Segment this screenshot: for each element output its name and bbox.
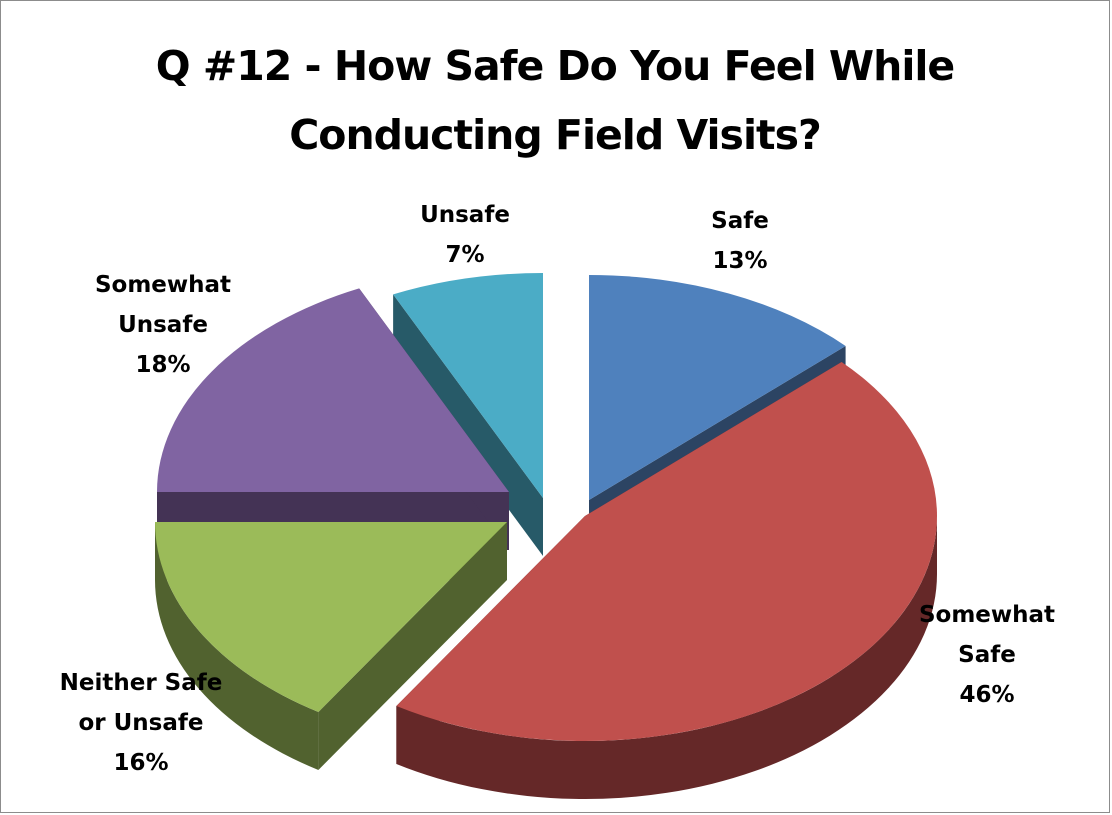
slice-label-line: Neither Safe	[60, 670, 223, 696]
slice-label-line: 7%	[445, 242, 484, 268]
slice-label-line: 46%	[959, 682, 1014, 708]
slice-top-face	[155, 522, 507, 712]
slice-label-line: 18%	[135, 352, 190, 378]
slice-label-line: 16%	[113, 750, 168, 776]
slice-label-line: Unsafe	[118, 312, 208, 338]
slice-label-line: Somewhat	[919, 602, 1055, 628]
slice-top-face	[393, 273, 543, 498]
slice-label-line: or Unsafe	[78, 710, 203, 736]
slice-top-face	[589, 275, 846, 500]
slice-outer-wall	[155, 522, 319, 770]
slice-label-unsafe: Unsafe 7%	[420, 202, 510, 268]
chart-title-line-1: Q #12 - How Safe Do You Feel While	[155, 42, 956, 90]
slice-outer-wall	[396, 516, 937, 800]
slice-label-line: Somewhat	[95, 272, 231, 298]
slice-label-somewhat-safe: Somewhat Safe 46%	[919, 602, 1055, 708]
slice-side-wall	[318, 522, 507, 770]
chart-title-line-2: Conducting Field Visits?	[289, 111, 822, 159]
slice-label-line: 13%	[712, 248, 767, 274]
pie-slice-somewhat-safe	[396, 361, 938, 800]
slice-label-line: Unsafe	[420, 202, 510, 228]
slice-label-somewhat-unsafe: Somewhat Unsafe 18%	[95, 272, 231, 378]
pie-slice-neither-safe-or-unsafe	[155, 522, 507, 770]
slice-label-line: Safe	[958, 642, 1016, 668]
slice-label-safe: Safe 13%	[711, 208, 769, 274]
slice-label-line: Safe	[711, 208, 769, 234]
slice-top-face	[157, 288, 509, 492]
slice-top-face	[396, 361, 938, 741]
slice-label-neither-safe-or-unsafe: Neither Safe or Unsafe 16%	[60, 670, 223, 776]
